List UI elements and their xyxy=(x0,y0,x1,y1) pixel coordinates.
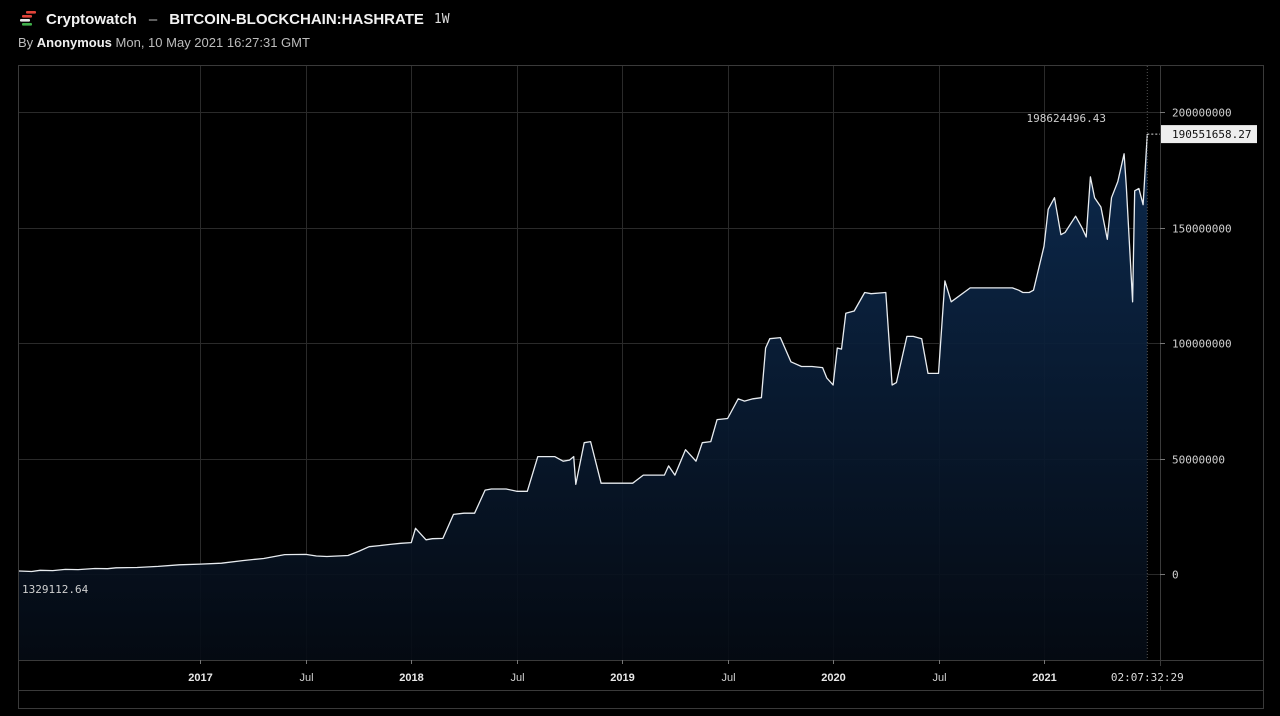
crosshair-time-box xyxy=(1105,666,1190,686)
cryptowatch-logo-icon xyxy=(20,11,36,26)
byline-prefix: By xyxy=(18,35,34,50)
y-axis-ticks: 200000000 150000000 100000000 50000000 0 xyxy=(1160,107,1232,582)
x-tick-label: 2017 xyxy=(188,672,212,684)
series-line-layer xyxy=(18,134,1148,573)
series-area xyxy=(19,134,1148,661)
chart-annotations: 190551658.27 198624496.43 1329112.64 02:07:… xyxy=(22,66,1257,686)
high-value-label: 198624496.43 xyxy=(1027,112,1106,125)
byline-author[interactable]: Anonymous xyxy=(36,35,112,50)
chart-frame xyxy=(18,65,1264,709)
x-axis-ticks: 2017 Jul 2018 Jul 2019 Jul 2020 Jul 2021 xyxy=(188,660,1057,684)
chart-symbol: BITCOIN-BLOCKCHAIN:HASHRATE xyxy=(169,10,424,28)
byline-timestamp: Mon, 10 May 2021 16:27:31 GMT xyxy=(115,35,310,50)
x-tick-label: Jul xyxy=(299,672,313,684)
x-tick-label: Jul xyxy=(721,672,735,684)
y-tick-label: 50000000 xyxy=(1172,454,1225,467)
app-name: Cryptowatch xyxy=(46,10,137,28)
chart-interval[interactable]: 1W xyxy=(433,11,450,27)
y-tick-label: 0 xyxy=(1172,569,1179,582)
low-value-label: 1329112.64 xyxy=(22,583,89,596)
byline: By Anonymous Mon, 10 May 2021 16:27:31 G… xyxy=(18,35,310,50)
chart-header: Cryptowatch – BITCOIN-BLOCKCHAIN:HASHRAT… xyxy=(18,6,450,32)
series-line xyxy=(18,134,1148,573)
last-value-box xyxy=(1161,125,1257,144)
area-fill-layer xyxy=(19,134,1148,661)
last-value-label: 190551658.27 xyxy=(1172,128,1251,141)
y-tick-label: 100000000 xyxy=(1172,338,1232,351)
x-tick-label: 2018 xyxy=(399,672,423,684)
x-tick-label: Jul xyxy=(510,672,524,684)
y-tick-label: 200000000 xyxy=(1172,107,1232,120)
x-tick-label: 2019 xyxy=(610,672,634,684)
x-tick-label: 2021 xyxy=(1032,672,1056,684)
crosshair-time-label: 02:07:32:29 xyxy=(1111,671,1184,684)
x-tick-label: 2020 xyxy=(821,672,845,684)
x-tick-label: Jul xyxy=(932,672,946,684)
title-separator: – xyxy=(148,10,158,28)
y-tick-label: 150000000 xyxy=(1172,223,1232,236)
